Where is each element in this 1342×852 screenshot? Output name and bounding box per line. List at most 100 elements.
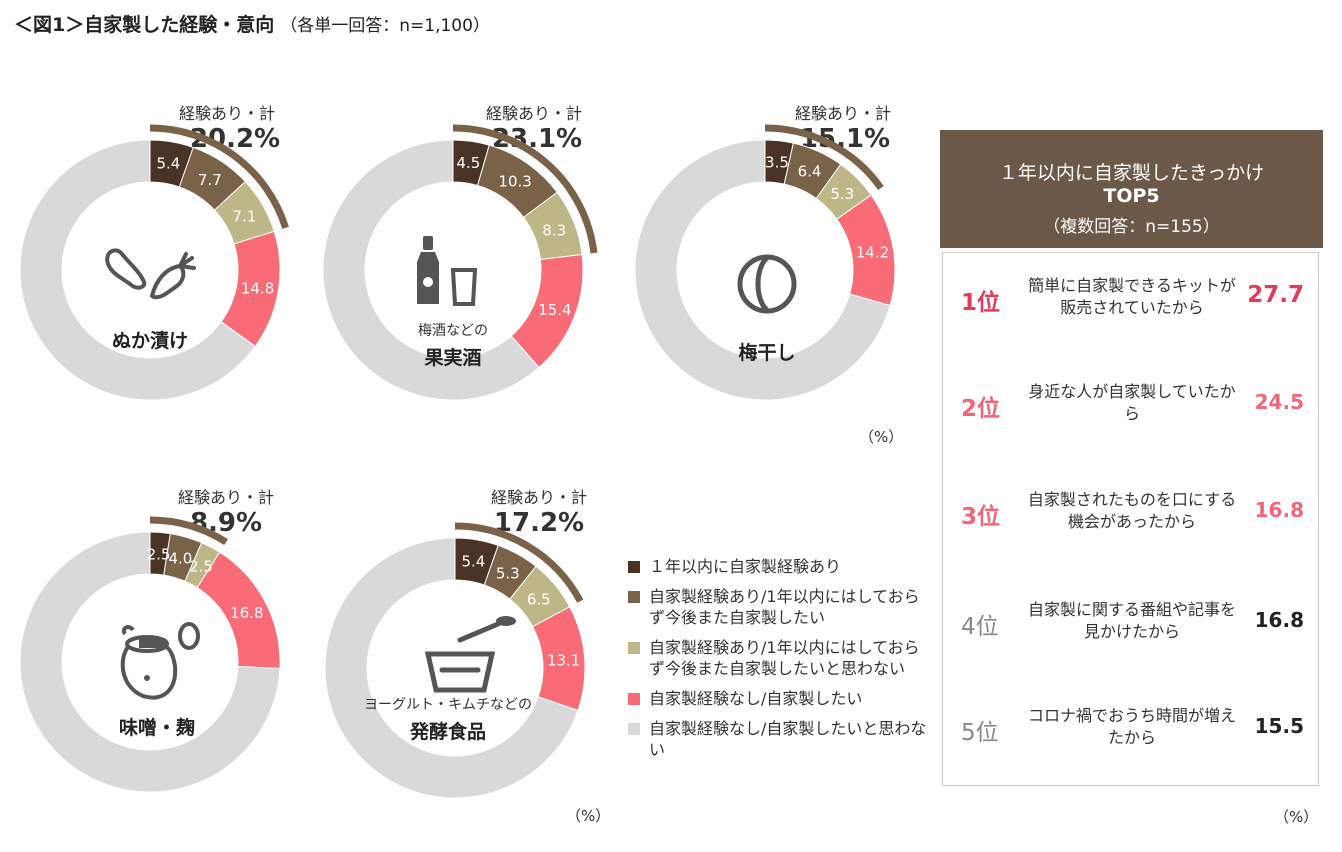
rank-value: 27.7 — [1247, 282, 1304, 308]
donut-chart-miso: 経験あり・計 8.9% 2.5 4.0 2.5 16.8 味噌・麹 — [0, 488, 300, 812]
top5-heading: １年以内に自家製したきっかけ — [998, 162, 1265, 184]
title-text: ＜図1＞自家製した経験・意向 — [14, 14, 275, 36]
rank-text: 身近な人が自家製していたから — [1028, 382, 1236, 423]
rank-value: 16.8 — [1254, 498, 1304, 522]
top5-panel: １年以内に自家製したきっかけ TOP5 （複数回答：n=155） 1位 簡単に自… — [940, 130, 1323, 788]
rank-label: 5位 — [961, 720, 999, 746]
rank-value: 16.8 — [1254, 608, 1304, 632]
experienced-total-bracket — [454, 522, 584, 603]
legend-swatch — [628, 693, 640, 705]
value-label: 16.8 — [230, 604, 263, 622]
rank-row-2: 2位 身近な人が自家製していたから 24.5 — [943, 373, 1320, 433]
total-label: 経験あり・計 — [794, 104, 891, 123]
value-label: 14.2 — [856, 244, 889, 262]
value-label: 6.4 — [798, 163, 822, 181]
center-name: 果実酒 — [424, 347, 482, 369]
legend-item: 自家製経験なし/自家製したい — [628, 688, 928, 709]
legend-swatch — [628, 642, 640, 654]
segment-no-exp-dont-want — [322, 139, 540, 401]
legend-label: 自家製経験なし/自家製したい — [649, 689, 863, 708]
value-label: 2.5 — [189, 558, 213, 576]
segment-no-exp-dont-want — [19, 531, 281, 793]
value-label: 13.1 — [547, 651, 580, 669]
value-label: 7.1 — [232, 207, 256, 225]
top5-heading-top5: TOP5 — [1103, 185, 1160, 207]
value-label: 3.5 — [765, 154, 789, 172]
legend-swatch — [628, 561, 640, 573]
legend-swatch — [628, 591, 640, 603]
donut-svg: 4.5 10.3 8.3 15.4 — [322, 124, 598, 401]
rank-row-4: 4位 自家製に関する番組や記事を見かけたから 16.8 — [943, 591, 1320, 651]
legend-label: 自家製経験あり/1年以内にはしておらず今後また自家製したい — [649, 587, 920, 627]
nukazuke-vegetables-icon — [105, 248, 196, 300]
center-prefix: 梅酒などの — [418, 323, 488, 339]
rank-label: 4位 — [961, 614, 999, 640]
value-label: 14.8 — [241, 280, 274, 298]
center-name: 発酵食品 — [409, 721, 486, 743]
top5-header: １年以内に自家製したきっかけ TOP5 （複数回答：n=155） — [940, 130, 1323, 248]
value-label: 6.5 — [527, 590, 551, 608]
total-label: 経験あり・計 — [177, 488, 274, 507]
legend: １年以内に自家製経験あり 自家製経験あり/1年以内にはしておらず今後また自家製し… — [628, 556, 928, 769]
legend-item: 自家製経験なし/自家製したいと思わない — [628, 718, 928, 760]
total-label: 経験あり・計 — [178, 104, 275, 123]
rank-row-3: 3位 自家製されたものを口にする機会があったから 16.8 — [943, 481, 1320, 541]
rank-label: 2位 — [961, 396, 1001, 422]
bowl-and-spoon-icon — [424, 616, 516, 693]
value-label: 15.4 — [538, 301, 571, 319]
donut-svg: 5.4 7.7 7.1 14.8 — [19, 124, 289, 401]
rank-text: 自家製されたものを口にする機会があったから — [1027, 490, 1237, 531]
donut-svg: 3.5 6.4 5.3 14.2 — [634, 124, 896, 401]
donut-chart-fermented-foods: 経験あり・計 17.2% 5.4 5.3 6.5 13.1 ヨーグルト・キムチなどの … — [305, 488, 610, 825]
experienced-total-bracket — [764, 124, 884, 191]
rank-row-1: 1位 簡単に自家製できるキットが販売されていたから 27.7 — [943, 267, 1320, 327]
donut-chart-fruit-liquor: 経験あり・計 23.1% 4.5 10.3 8.3 15.4 梅酒などの 果実酒 — [303, 104, 603, 420]
total-label: 経験あり・計 — [485, 104, 582, 123]
segment-no-exp-dont-want — [324, 537, 579, 799]
center-name: 梅干し — [738, 342, 796, 364]
experienced-total-bracket — [149, 124, 289, 229]
experienced-total-bracket — [452, 124, 598, 254]
rank-text: コロナ禍でおうち時間が増えたから — [1027, 706, 1236, 747]
donut-chart-nukazuke: 経験あり・計 20.2% 5.4 7.7 7.1 14.8 ぬか漬け — [0, 104, 300, 420]
rank-text: 自家製に関する番組や記事を見かけたから — [1027, 600, 1236, 641]
ume-plum-icon — [737, 254, 797, 314]
legend-swatch — [628, 723, 640, 735]
center-name: 味噌・麹 — [118, 717, 195, 739]
rank-row-5: 5位 コロナ禍でおうち時間が増えたから 15.5 — [943, 697, 1320, 757]
legend-label: １年以内に自家製経験あり — [649, 557, 842, 576]
percent-note: （%） — [1274, 808, 1319, 826]
value-label: 2.5 — [147, 545, 171, 563]
legend-label: 自家製経験なし/自家製したいと思わない — [649, 719, 927, 759]
bottle-and-glass-icon — [417, 236, 478, 306]
value-label: 4.5 — [456, 154, 480, 172]
rank-text: 簡単に自家製できるキットが販売されていたから — [1028, 276, 1236, 317]
value-label: 4.0 — [168, 549, 192, 567]
legend-item: 自家製経験あり/1年以内にはしておらず今後また自家製したいと思わない — [628, 637, 928, 679]
percent-note: （%） — [859, 428, 904, 446]
legend-item: １年以内に自家製経験あり — [628, 556, 928, 577]
value-label: 8.3 — [542, 222, 566, 240]
donut-svg: 2.54.02.5 16.8 — [19, 516, 281, 793]
title-subtitle: （各単一回答：n=1,100） — [280, 16, 490, 36]
total-label: 経験あり・計 — [490, 488, 587, 507]
donut-svg: 5.4 5.3 6.5 13.1 — [324, 522, 586, 799]
experienced-total-bracket — [149, 516, 228, 546]
value-label: 5.4 — [156, 155, 180, 173]
legend-label: 自家製経験あり/1年以内にはしておらず今後また自家製したいと思わない — [649, 638, 920, 678]
center-prefix: ヨーグルト・キムチなどの — [364, 697, 532, 713]
value-label: 5.3 — [830, 185, 854, 203]
rank-value: 15.5 — [1254, 714, 1304, 738]
rank-label: 3位 — [961, 504, 1001, 530]
rank-label: 1位 — [961, 290, 1001, 316]
page-title: ＜図1＞自家製した経験・意向 （各単一回答：n=1,100） — [14, 10, 490, 37]
top5-heading-note: （複数回答：n=155） — [1043, 217, 1220, 237]
rank-value: 24.5 — [1254, 390, 1304, 414]
segment-no-exp-dont-want — [634, 139, 891, 401]
center-name: ぬか漬け — [111, 330, 188, 352]
segment-no-exp-dont-want — [19, 139, 256, 401]
legend-item: 自家製経験あり/1年以内にはしておらず今後また自家製したい — [628, 586, 928, 628]
value-label: 7.7 — [198, 171, 222, 189]
value-label: 5.3 — [496, 565, 520, 583]
top5-list: 1位 簡単に自家製できるキットが販売されていたから 27.7 2位 身近な人が自… — [942, 252, 1319, 786]
